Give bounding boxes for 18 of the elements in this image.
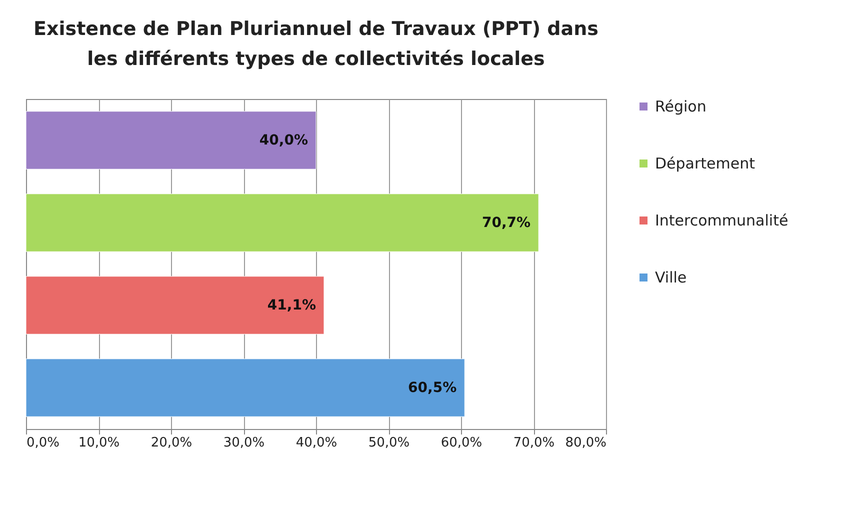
- chart-title: Existence de Plan Pluriannuel de Travaux (PPT) dans les différents types de collectivités locales: [34, 18, 598, 70]
- legend-label: Région: [655, 98, 706, 116]
- data-label: 41,1%: [267, 297, 316, 314]
- data-label: 40,0%: [259, 132, 308, 148]
- legend-label: Département: [655, 154, 756, 172]
- x-tick-label: 20,0%: [150, 436, 192, 450]
- x-tick-label: 40,0%: [296, 436, 338, 450]
- x-tick-label: 60,0%: [440, 436, 482, 450]
- x-tick-label: 30,0%: [223, 436, 265, 450]
- data-label: 70,7%: [482, 214, 531, 231]
- x-tick-label: 10,0%: [78, 436, 120, 450]
- x-tick-label: 0,0%: [26, 436, 60, 450]
- legend-label: Intercommunalité: [655, 212, 788, 230]
- x-tick-label: 50,0%: [368, 436, 410, 450]
- data-label: 60,5%: [408, 380, 457, 396]
- x-tick-label: 80,0%: [565, 436, 606, 450]
- x-tick-label: 70,0%: [513, 436, 555, 450]
- legend-label: Ville: [655, 268, 687, 286]
